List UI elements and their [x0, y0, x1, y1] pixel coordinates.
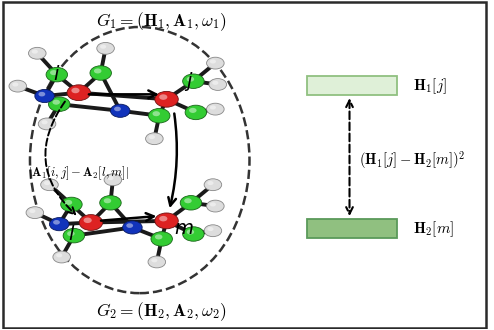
Text: $m$: $m$: [174, 220, 194, 238]
Circle shape: [12, 82, 18, 86]
Circle shape: [148, 256, 165, 268]
Circle shape: [209, 79, 227, 90]
Circle shape: [151, 232, 172, 246]
Text: $G_1 = (\mathbf{H}_1, \mathbf{A}_1, \omega_1)$: $G_1 = (\mathbf{H}_1, \mathbf{A}_1, \ome…: [96, 11, 227, 33]
Circle shape: [114, 107, 121, 111]
Circle shape: [183, 227, 204, 241]
Circle shape: [204, 225, 222, 237]
Circle shape: [146, 133, 163, 145]
Circle shape: [44, 181, 50, 185]
Circle shape: [32, 50, 38, 54]
Circle shape: [207, 227, 213, 231]
Circle shape: [90, 66, 112, 80]
Circle shape: [204, 179, 222, 191]
Circle shape: [210, 59, 216, 64]
Circle shape: [61, 197, 82, 212]
Circle shape: [210, 105, 216, 110]
Circle shape: [9, 80, 27, 92]
Text: $(\mathbf{H}_1[j] - \mathbf{H}_2[m])^2$: $(\mathbf{H}_1[j] - \mathbf{H}_2[m])^2$: [359, 149, 465, 171]
Circle shape: [39, 92, 45, 96]
Circle shape: [29, 48, 46, 59]
Circle shape: [180, 196, 202, 210]
Circle shape: [48, 97, 70, 112]
Circle shape: [210, 202, 216, 207]
Circle shape: [159, 94, 167, 100]
Circle shape: [29, 209, 36, 213]
Text: $l$: $l$: [68, 224, 75, 244]
Circle shape: [53, 220, 60, 225]
Circle shape: [126, 223, 133, 228]
Circle shape: [41, 120, 47, 124]
Circle shape: [67, 85, 90, 101]
Circle shape: [26, 207, 43, 218]
Text: $j$: $j$: [184, 70, 193, 93]
Circle shape: [206, 57, 224, 69]
Circle shape: [97, 43, 115, 54]
Circle shape: [155, 213, 178, 229]
Circle shape: [83, 217, 92, 223]
Circle shape: [155, 91, 178, 107]
Text: $\mathbf{H}_2[m]$: $\mathbf{H}_2[m]$: [413, 219, 454, 239]
Circle shape: [149, 135, 155, 139]
Bar: [307, 76, 397, 95]
Circle shape: [123, 221, 142, 234]
Circle shape: [111, 104, 130, 117]
Circle shape: [155, 234, 163, 240]
Circle shape: [53, 251, 71, 263]
Circle shape: [206, 200, 224, 212]
Circle shape: [187, 77, 194, 82]
Circle shape: [35, 89, 54, 103]
Text: $\mathbf{H}_1[j]$: $\mathbf{H}_1[j]$: [413, 76, 447, 96]
Bar: [307, 219, 397, 238]
Circle shape: [159, 216, 167, 221]
Circle shape: [50, 70, 57, 75]
Circle shape: [56, 253, 62, 257]
Text: $i$: $i$: [53, 65, 60, 84]
Circle shape: [207, 181, 213, 185]
Circle shape: [104, 174, 122, 186]
Circle shape: [151, 258, 158, 262]
Circle shape: [71, 88, 80, 93]
Circle shape: [183, 74, 204, 88]
Circle shape: [149, 109, 170, 123]
Circle shape: [67, 231, 75, 236]
Circle shape: [104, 198, 111, 203]
Circle shape: [63, 228, 84, 243]
Circle shape: [206, 103, 224, 115]
Text: $G_2 = (\mathbf{H}_2, \mathbf{A}_2, \omega_2)$: $G_2 = (\mathbf{H}_2, \mathbf{A}_2, \ome…: [96, 300, 227, 323]
Circle shape: [212, 81, 218, 85]
Circle shape: [185, 105, 206, 120]
Circle shape: [38, 118, 56, 130]
Circle shape: [189, 108, 197, 113]
Circle shape: [65, 200, 72, 205]
Circle shape: [94, 68, 101, 74]
Circle shape: [49, 217, 69, 231]
Circle shape: [46, 67, 68, 82]
Circle shape: [52, 100, 60, 105]
Circle shape: [100, 45, 106, 49]
Circle shape: [41, 179, 58, 191]
Text: $|\mathbf{A}_1[i,j] - \mathbf{A}_2[l,m]|$: $|\mathbf{A}_1[i,j] - \mathbf{A}_2[l,m]|…: [28, 164, 129, 182]
Circle shape: [153, 111, 160, 116]
Circle shape: [100, 196, 121, 210]
Circle shape: [184, 198, 192, 203]
Circle shape: [187, 229, 194, 235]
Circle shape: [107, 176, 114, 180]
Circle shape: [79, 214, 103, 230]
